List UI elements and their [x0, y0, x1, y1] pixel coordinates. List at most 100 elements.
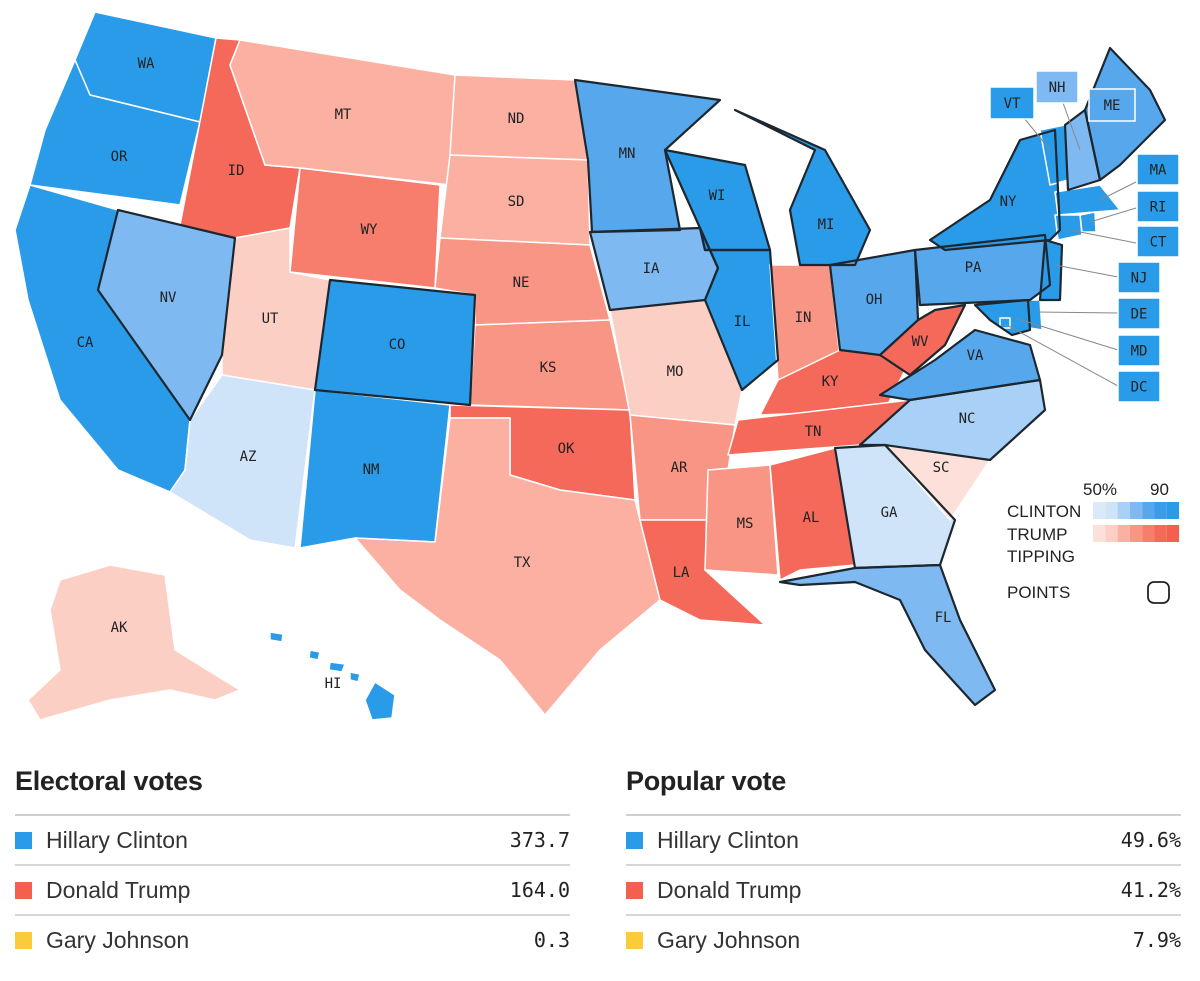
ramp-clinton-step-0	[1093, 502, 1106, 519]
johnson-swatch	[626, 931, 643, 949]
state-label-IL: IL	[734, 314, 751, 330]
ramp-trump-step-3	[1129, 525, 1143, 542]
state-label-NY: NY	[1000, 194, 1017, 210]
northeast-callout-tiles: VT NH ME MA RI CT NJ DE MD DC	[989, 70, 1180, 403]
tile-box-NJ	[1117, 261, 1161, 294]
tile-NH[interactable]: NH	[1035, 70, 1079, 104]
state-HI[interactable]	[269, 631, 396, 721]
candidate-name: Hillary Clinton	[46, 826, 188, 853]
state-label-NM: NM	[363, 462, 380, 478]
popular-row-clinton: Hillary Clinton 49.6%	[626, 816, 1181, 866]
state-label-CA: CA	[77, 335, 94, 351]
ramp-clinton-step-1	[1105, 502, 1118, 519]
electoral-value: 164.0	[509, 878, 570, 902]
popular-value: 7.9%	[1132, 928, 1181, 952]
state-TX[interactable]	[354, 417, 661, 716]
tile-label-ME: ME	[1104, 98, 1121, 114]
ramp-trump-step-5	[1154, 525, 1167, 542]
tile-VT[interactable]: VT	[989, 86, 1035, 120]
ramp-trump-step-4	[1142, 525, 1155, 542]
tile-box-DC	[1117, 370, 1161, 403]
state-RI[interactable]	[1079, 211, 1097, 233]
tile-label-NJ: NJ	[1131, 271, 1148, 287]
state-label-WV: WV	[912, 334, 929, 350]
candidate-name: Donald Trump	[46, 876, 191, 903]
tipping-point-toggle[interactable]	[1147, 581, 1170, 604]
tile-box-NH	[1035, 70, 1079, 104]
ramp-clinton-step-6	[1166, 502, 1180, 519]
state-AL[interactable]	[769, 447, 856, 581]
state-label-VA: VA	[967, 348, 984, 364]
legend-pct-low: 50%	[1083, 480, 1117, 499]
ramp-trump-step-0	[1093, 525, 1106, 542]
ramp-trump-step-6	[1166, 525, 1180, 542]
state-MS[interactable]	[704, 464, 779, 576]
ramp-trump-step-1	[1105, 525, 1118, 542]
state-label-NV: NV	[160, 290, 177, 306]
state-MA[interactable]	[1054, 184, 1121, 216]
tile-label-MD: MD	[1131, 344, 1148, 360]
tile-box-MD	[1117, 334, 1161, 367]
electoral-row-trump: Donald Trump 164.0	[15, 866, 570, 916]
leader-lines	[1004, 99, 1137, 387]
us-electoral-map: WA OR CA NV ID MT WY UT AZ CO NM ND SD NE KS OK TX MN IA MO…	[14, 11, 1180, 721]
state-DC[interactable]	[999, 317, 1011, 329]
legend-clinton-ramp	[1093, 502, 1180, 519]
state-label-WY: WY	[361, 222, 378, 238]
legend-trump-ramp	[1093, 525, 1180, 542]
state-label-SD: SD	[508, 194, 525, 210]
tile-CT[interactable]: CT	[1136, 225, 1180, 258]
state-label-OH: OH	[866, 292, 883, 308]
state-label-KS: KS	[540, 360, 557, 376]
johnson-swatch	[15, 931, 32, 949]
legend-clinton-label: CLINTON	[1007, 502, 1081, 521]
popular-vote-panel: Popular vote Hillary Clinton 49.6% Donal…	[626, 758, 1181, 964]
tile-label-NH: NH	[1049, 80, 1066, 96]
state-label-CO: CO	[389, 337, 406, 353]
tile-label-DC: DC	[1131, 380, 1148, 396]
tile-label-DE: DE	[1131, 307, 1148, 323]
state-AZ[interactable]	[169, 374, 316, 549]
state-label-OR: OR	[111, 149, 128, 165]
legend-pct-high: 90	[1150, 480, 1169, 499]
clinton-swatch	[15, 831, 32, 849]
state-label-MT: MT	[335, 107, 352, 123]
tile-box-MA	[1136, 153, 1180, 186]
tile-RI[interactable]: RI	[1136, 190, 1180, 223]
tile-DE[interactable]: DE	[1117, 297, 1161, 330]
state-FL[interactable]	[779, 564, 996, 706]
tile-box-DE	[1117, 297, 1161, 330]
candidate-name: Donald Trump	[657, 876, 802, 903]
state-label-OK: OK	[558, 441, 575, 457]
trump-swatch	[15, 881, 32, 899]
ramp-clinton-step-3	[1129, 502, 1143, 519]
ramp-clinton-step-4	[1142, 502, 1155, 519]
state-label-WA: WA	[138, 56, 155, 72]
state-AK[interactable]	[27, 564, 241, 721]
popular-value: 41.2%	[1120, 878, 1181, 902]
tile-ME[interactable]: ME	[1088, 88, 1136, 122]
state-label-GA: GA	[881, 505, 898, 521]
tile-NJ[interactable]: NJ	[1117, 261, 1161, 294]
tile-box-CT	[1136, 225, 1180, 258]
legend-points-label: POINTS	[1007, 583, 1070, 602]
tile-box-ME	[1088, 88, 1136, 122]
state-label-MS: MS	[737, 516, 754, 532]
electoral-votes-panel: Electoral votes Hillary Clinton 373.7 Do…	[15, 758, 570, 964]
state-label-ID: ID	[228, 163, 245, 179]
tile-label-CT: CT	[1150, 235, 1167, 251]
state-label-NE: NE	[513, 275, 530, 291]
electoral-row-clinton: Hillary Clinton 373.7	[15, 816, 570, 866]
state-label-SC: SC	[933, 460, 950, 476]
state-label-MN: MN	[619, 146, 636, 162]
tile-label-MA: MA	[1150, 163, 1167, 179]
state-label-NC: NC	[959, 411, 976, 427]
tile-MA[interactable]: MA	[1136, 153, 1180, 186]
state-label-AK: AK	[111, 620, 128, 636]
state-OR[interactable]	[29, 59, 201, 206]
electoral-value: 0.3	[533, 928, 570, 952]
tile-MD[interactable]: MD	[1117, 334, 1161, 367]
electoral-value: 373.7	[509, 828, 570, 852]
tile-DC[interactable]: DC	[1117, 370, 1161, 403]
state-label-ND: ND	[508, 111, 525, 127]
